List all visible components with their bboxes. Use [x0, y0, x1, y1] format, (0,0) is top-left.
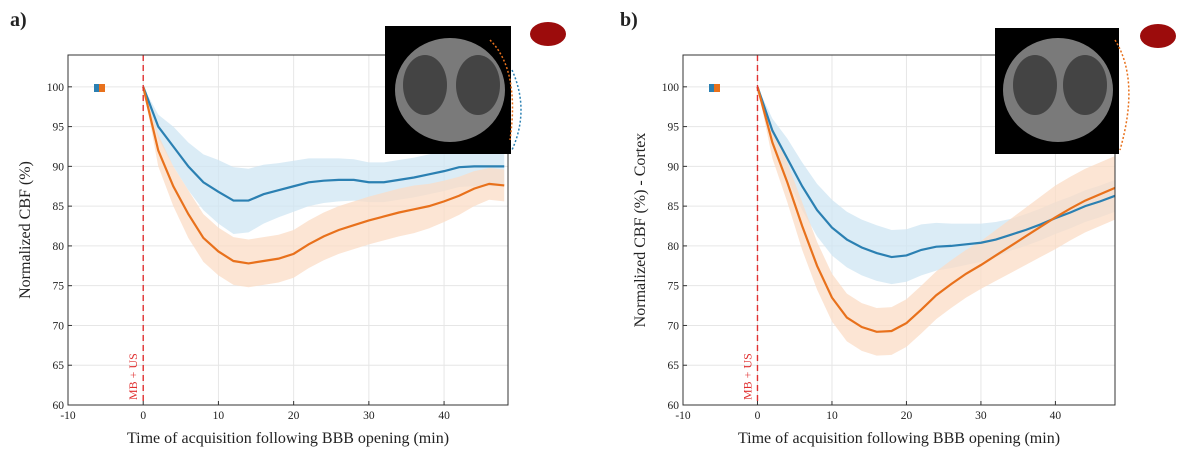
brain-inset [385, 22, 566, 154]
y-tick-label: 95 [53, 122, 65, 134]
y-tick-label: 70 [668, 320, 680, 332]
x-tick-label: -10 [60, 410, 76, 422]
y-tick-label: 60 [668, 400, 680, 412]
y-tick-label: 85 [53, 201, 65, 213]
x-tick-label: 40 [438, 410, 450, 422]
y-tick-label: 90 [668, 161, 680, 173]
line [756, 86, 1116, 333]
panel-label: a) [10, 9, 27, 31]
y-axis-label: Normalized CBF (%) [17, 161, 34, 299]
y-tick-label: 65 [53, 360, 65, 372]
y-tick-label: 65 [668, 360, 680, 372]
x-tick-label: 20 [288, 410, 300, 422]
x-tick-label: 30 [975, 410, 987, 422]
brain-inset [995, 24, 1176, 154]
x-tick-label: 10 [213, 410, 225, 422]
y-axis-label: Normalized CBF (%) - Cortex [632, 133, 649, 328]
x-tick-label: 40 [1050, 410, 1062, 422]
line [142, 86, 505, 202]
axes-frame [67, 54, 509, 406]
x-axis-label: Time of acquisition following BBB openin… [738, 430, 1060, 447]
legend-swatch [99, 84, 105, 92]
legend-swatch [94, 84, 100, 92]
y-tick-label: 70 [53, 320, 65, 332]
panel-label: b) [620, 9, 638, 31]
annotation: MB + US [740, 353, 754, 400]
legend-swatch [714, 84, 720, 92]
y-tick-label: 95 [668, 122, 680, 134]
y-tick-label: 75 [53, 281, 65, 293]
y-tick-label: 85 [668, 201, 680, 213]
x-tick-label: 30 [363, 410, 375, 422]
axes-frame [682, 54, 1116, 406]
line [142, 86, 505, 265]
error-band [143, 86, 505, 288]
x-tick-label: 20 [901, 410, 913, 422]
error-band [757, 86, 1115, 356]
x-tick-label: -10 [675, 410, 691, 422]
y-tick-label: 60 [53, 400, 65, 412]
x-tick-label: 10 [826, 410, 838, 422]
y-tick-label: 75 [668, 281, 680, 293]
y-tick-label: 100 [47, 82, 65, 94]
y-tick-label: 80 [53, 241, 65, 253]
annotation: MB + US [126, 353, 140, 400]
y-tick-label: 100 [662, 82, 680, 94]
y-tick-label: 90 [53, 161, 65, 173]
y-tick-label: 80 [668, 241, 680, 253]
x-axis-label: Time of acquisition following BBB openin… [127, 430, 449, 447]
x-tick-label: 0 [755, 410, 761, 422]
x-tick-label: 0 [140, 410, 146, 422]
legend-swatch [709, 84, 715, 92]
